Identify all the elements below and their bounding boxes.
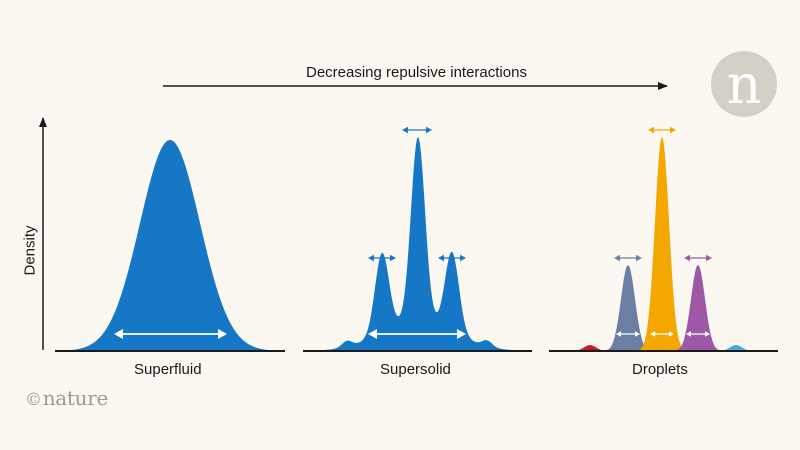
droplet-orange-top-arrow-head-left [648,126,654,134]
supersolid-top-arrow-head-right [426,126,432,134]
superfluid-density-curve [60,140,282,351]
droplet-orange-inner-arrow [650,331,674,337]
nature-logo-circle [711,51,777,117]
droplet-red [570,345,610,351]
superfluid-width-arrow [114,329,227,339]
droplet-slate-inner-arrow-head-right [635,331,640,337]
droplet-slate-top-arrow-head-right [636,254,642,262]
copyright-symbol: © [25,390,42,410]
droplet-slate-top-arrow [614,254,642,262]
droplet-orange-top-arrow-head-right [670,126,676,134]
supersolid-top-arrow-head-left [402,126,408,134]
nature-logo-letter: n [726,53,762,116]
supersolid-width-arrow-head-left [368,329,377,339]
panel-label-supersolid: Supersolid [380,361,451,378]
droplet-slate-inner-arrow [616,331,640,337]
nature-wordmark: ©nature [25,386,108,410]
supersolid-left-arrow-head-left [368,254,374,262]
droplet-orange [634,137,690,351]
panel-label-superfluid: Superfluid [134,361,202,378]
droplet-light-blue [716,345,756,351]
panel-label-droplets: Droplets [632,361,688,378]
superfluid-width-arrow-head-left [114,329,123,339]
droplet-purple [670,265,726,351]
diagram-title: Decreasing repulsive interactions [306,64,527,81]
droplet-orange-inner-arrow-head-right [669,331,674,337]
y-axis-label: Density [21,225,39,276]
nature-wordmark-text: nature [42,386,109,410]
droplet-purple-top-arrow-head-right [706,254,712,262]
supersolid-right-arrow [438,254,466,262]
double-arrows [114,126,712,339]
droplet-orange-inner-arrow-head-left [650,331,655,337]
droplet-slate-top-arrow-head-left [614,254,620,262]
supersolid-width-arrow [368,329,466,339]
supersolid-width-arrow-head-right [457,329,466,339]
droplet-purple-inner-arrow-head-right [705,331,710,337]
droplet-purple-inner-arrow [686,331,710,337]
supersolid-right-arrow-head-right [460,254,466,262]
supersolid-left-arrow-head-right [390,254,396,262]
droplet-purple-top-arrow-head-left [684,254,690,262]
droplet-purple-inner-arrow-head-left [686,331,691,337]
supersolid-right-arrow-head-left [438,254,444,262]
droplet-orange-top-arrow [648,126,676,134]
droplet-slate [600,265,656,351]
panel-droplets [570,137,756,351]
supersolid-left-arrow [368,254,396,262]
panel-supersolid [305,137,530,351]
panel-superfluid [60,140,282,351]
droplet-slate-inner-arrow-head-left [616,331,621,337]
supersolid-top-arrow [402,126,432,134]
supersolid-density-curve [305,137,530,351]
droplet-purple-top-arrow [684,254,712,262]
superfluid-width-arrow-head-right [218,329,227,339]
